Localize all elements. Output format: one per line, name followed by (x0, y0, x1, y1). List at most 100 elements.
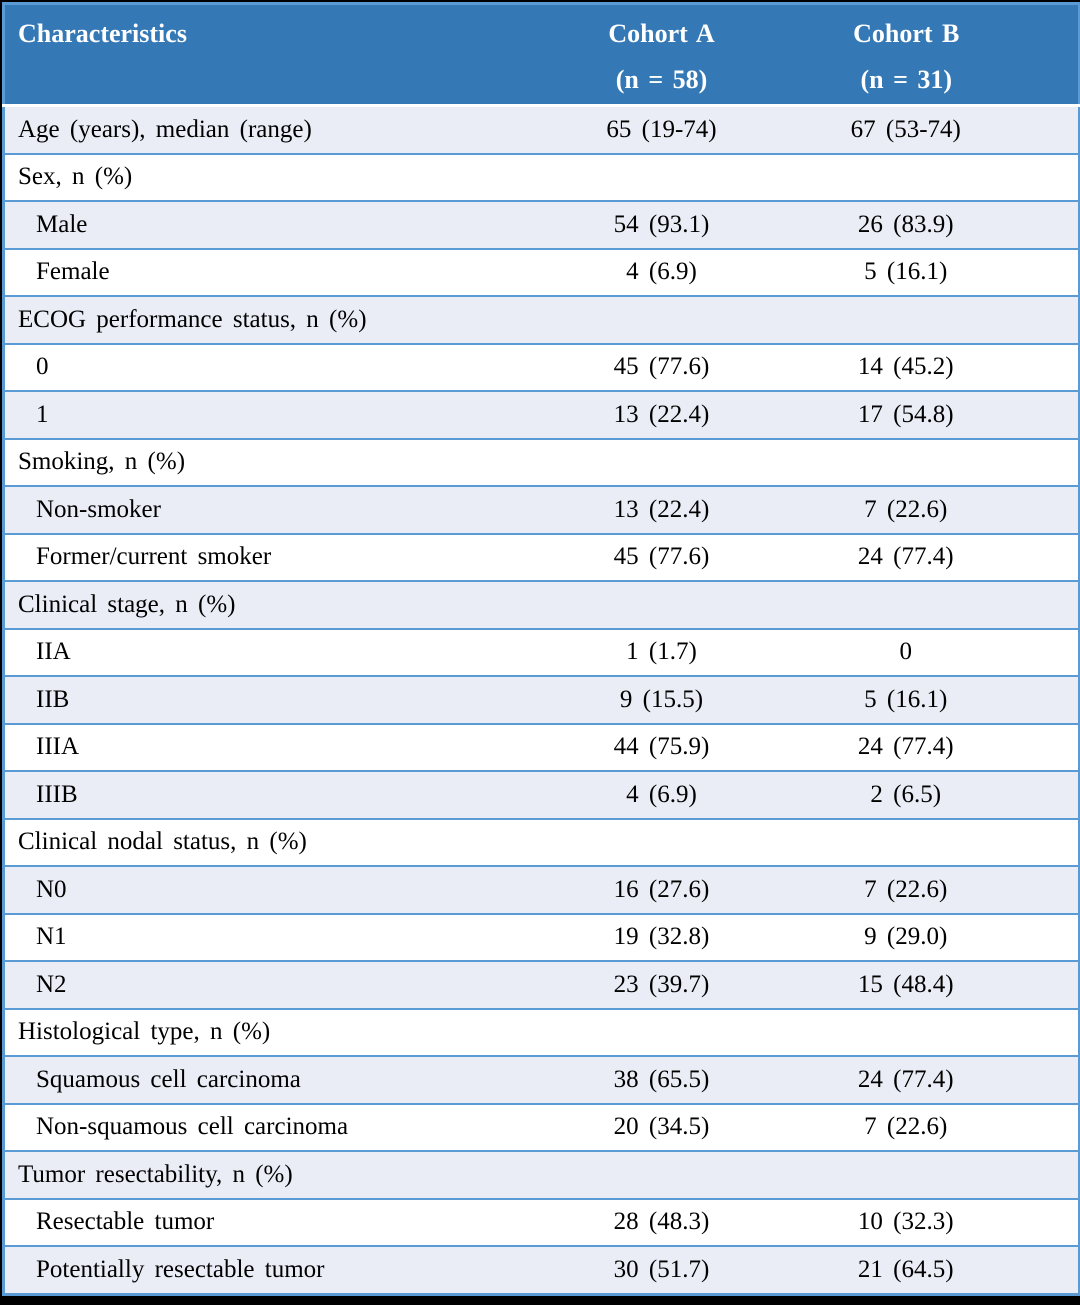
cohort-a-value: 45 (77.6) (541, 532, 782, 581)
cohort-a-value: 13 (22.4) (541, 485, 782, 534)
cohort-b-title: Cohort B (853, 19, 960, 48)
cohort-b-value (781, 152, 1080, 201)
characteristic-cell: N0 (3, 865, 542, 914)
cohort-b-value: 0 (781, 627, 1080, 676)
cohort-b-n: (n = 31) (860, 65, 953, 94)
characteristic-cell: Smoking, n (%) (3, 437, 542, 486)
characteristic-cell: Former/current smoker (3, 532, 542, 581)
cohort-b-value: 24 (77.4) (781, 1055, 1080, 1104)
cohort-a-value: 13 (22.4) (541, 390, 782, 439)
table-row: Squamous cell carcinoma 38 (65.5) 24 (77.4… (3, 1055, 1080, 1104)
cohort-a-value (541, 580, 782, 629)
cohort-b-value: 7 (22.6) (781, 1102, 1080, 1151)
cohort-a-value: 65 (19-74) (541, 104, 782, 154)
cohort-b-value: 14 (45.2) (781, 342, 1080, 391)
characteristic-cell: Clinical stage, n (%) (3, 580, 542, 629)
cohort-a-value: 16 (27.6) (541, 865, 782, 914)
characteristic-cell: N1 (3, 912, 542, 961)
characteristic-cell: Male (3, 200, 542, 249)
cohort-b-value: 5 (16.1) (781, 675, 1080, 724)
cohort-a-value: 9 (15.5) (541, 675, 782, 724)
characteristic-cell: IIA (3, 627, 542, 676)
characteristic-cell: IIIB (3, 770, 542, 819)
table-row: Age (years), median (range) 65 (19-74) 67 … (3, 104, 1080, 154)
cohort-a-value: 30 (51.7) (541, 1245, 782, 1294)
cohort-a-value: 45 (77.6) (541, 342, 782, 391)
table-row: N2 23 (39.7) 15 (48.4) (3, 960, 1080, 1009)
cohort-b-value: 5 (16.1) (781, 247, 1080, 296)
table-row: Non-smoker 13 (22.4) 7 (22.6) (3, 485, 1080, 534)
cohort-b-value: 26 (83.9) (781, 200, 1080, 249)
header-cohort-a: Cohort A (n = 58) (541, 3, 782, 106)
cohort-b-value: 2 (6.5) (781, 770, 1080, 819)
characteristic-cell: Age (years), median (range) (3, 104, 542, 154)
table-row: Smoking, n (%) (3, 437, 1080, 486)
table-row: Resectable tumor 28 (48.3) 10 (32.3) (3, 1197, 1080, 1246)
table-row: Clinical nodal status, n (%) (3, 817, 1080, 866)
characteristic-cell: N2 (3, 960, 542, 1009)
table-row: N1 19 (32.8) 9 (29.0) (3, 912, 1080, 961)
cohort-a-value (541, 437, 782, 486)
characteristic-cell: ECOG performance status, n (%) (3, 295, 542, 344)
cohort-b-value (781, 1007, 1080, 1056)
cohort-a-n: (n = 58) (615, 65, 708, 94)
cohort-a-value: 4 (6.9) (541, 247, 782, 296)
characteristic-cell: Sex, n (%) (3, 152, 542, 201)
table-row: IIIA 44 (75.9) 24 (77.4) (3, 722, 1080, 771)
characteristic-cell: Histological type, n (%) (3, 1007, 542, 1056)
cohort-a-value: 38 (65.5) (541, 1055, 782, 1104)
table-row: IIIB 4 (6.9) 2 (6.5) (3, 770, 1080, 819)
cohort-a-value: 23 (39.7) (541, 960, 782, 1009)
table-row: 1 13 (22.4) 17 (54.8) (3, 390, 1080, 439)
cohort-b-value (781, 1150, 1080, 1199)
characteristic-cell: Tumor resectability, n (%) (3, 1150, 542, 1199)
characteristic-cell: Female (3, 247, 542, 296)
table-row: Potentially resectable tumor 30 (51.7) 21 … (3, 1245, 1080, 1294)
characteristic-cell: Non-squamous cell carcinoma (3, 1102, 542, 1151)
cohort-b-value: 9 (29.0) (781, 912, 1080, 961)
characteristic-cell: IIIA (3, 722, 542, 771)
table-row: Tumor resectability, n (%) (3, 1150, 1080, 1199)
cohort-b-value: 24 (77.4) (781, 532, 1080, 581)
cohort-a-value: 4 (6.9) (541, 770, 782, 819)
cohort-a-value (541, 152, 782, 201)
cohort-b-value: 7 (22.6) (781, 865, 1080, 914)
header-cohort-b: Cohort B (n = 31) (781, 3, 1080, 106)
cohort-b-value (781, 437, 1080, 486)
table-row: Histological type, n (%) (3, 1007, 1080, 1056)
characteristic-cell: Squamous cell carcinoma (3, 1055, 542, 1104)
cohort-a-title: Cohort A (608, 19, 715, 48)
cohort-a-value: 44 (75.9) (541, 722, 782, 771)
cohort-b-value: 67 (53-74) (781, 104, 1080, 154)
characteristic-cell: Potentially resectable tumor (3, 1245, 542, 1294)
cohort-b-value (781, 295, 1080, 344)
table-header: Characteristics Cohort A (n = 58) Cohort… (3, 3, 1080, 106)
characteristic-cell: Non-smoker (3, 485, 542, 534)
characteristic-cell: Resectable tumor (3, 1197, 542, 1246)
cohort-a-value (541, 1007, 782, 1056)
table-row: Former/current smoker 45 (77.6) 24 (77.4) (3, 532, 1080, 581)
table-row: Female 4 (6.9) 5 (16.1) (3, 247, 1080, 296)
characteristic-cell: 0 (3, 342, 542, 391)
characteristic-cell: 1 (3, 390, 542, 439)
cohort-a-value: 28 (48.3) (541, 1197, 782, 1246)
table-row: ECOG performance status, n (%) (3, 295, 1080, 344)
cohort-a-value (541, 1150, 782, 1199)
cohort-a-value: 20 (34.5) (541, 1102, 782, 1151)
characteristic-cell: IIB (3, 675, 542, 724)
cohort-b-value: 21 (64.5) (781, 1245, 1080, 1294)
characteristic-cell: Clinical nodal status, n (%) (3, 817, 542, 866)
cohort-b-value (781, 817, 1080, 866)
cohort-b-value: 15 (48.4) (781, 960, 1080, 1009)
table-row: Male 54 (93.1) 26 (83.9) (3, 200, 1080, 249)
cohort-a-value (541, 817, 782, 866)
cohort-b-value: 7 (22.6) (781, 485, 1080, 534)
header-characteristics-label: Characteristics (18, 19, 187, 48)
cohort-b-value: 10 (32.3) (781, 1197, 1080, 1246)
table-row: IIA 1 (1.7) 0 (3, 627, 1080, 676)
cohort-b-value (781, 580, 1080, 629)
header-row: Characteristics Cohort A (n = 58) Cohort… (3, 3, 1080, 106)
cohort-b-value: 17 (54.8) (781, 390, 1080, 439)
